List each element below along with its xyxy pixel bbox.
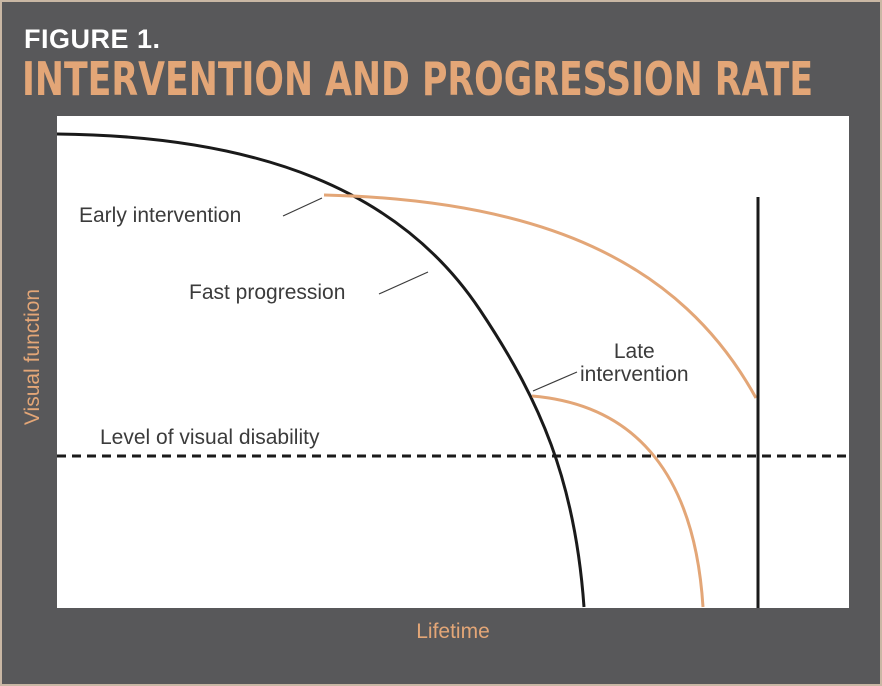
figure-title: INTERVENTION AND PROGRESSION RATE xyxy=(22,52,814,106)
x-axis-label: Lifetime xyxy=(416,620,490,643)
figure-number: FIGURE 1. xyxy=(24,24,161,54)
late-intervention-leader xyxy=(532,371,578,392)
fast-progression-curve xyxy=(56,132,586,608)
early-intervention-leader xyxy=(282,197,323,217)
early-intervention-curve xyxy=(323,193,758,399)
fast-progression-label: Fast progression xyxy=(189,281,346,304)
plot-area xyxy=(57,116,849,608)
disability-level-label: Level of visual disability xyxy=(100,426,320,449)
late-intervention-label-line2: intervention xyxy=(580,363,689,386)
y-axis-label: Visual function xyxy=(21,288,44,426)
late-intervention-label-line1: Late xyxy=(613,340,655,363)
late-intervention-curve xyxy=(531,394,705,608)
late-intervention-label: Late intervention xyxy=(580,340,689,386)
early-intervention-label: Early intervention xyxy=(79,204,242,227)
fast-progression-leader xyxy=(378,271,429,295)
